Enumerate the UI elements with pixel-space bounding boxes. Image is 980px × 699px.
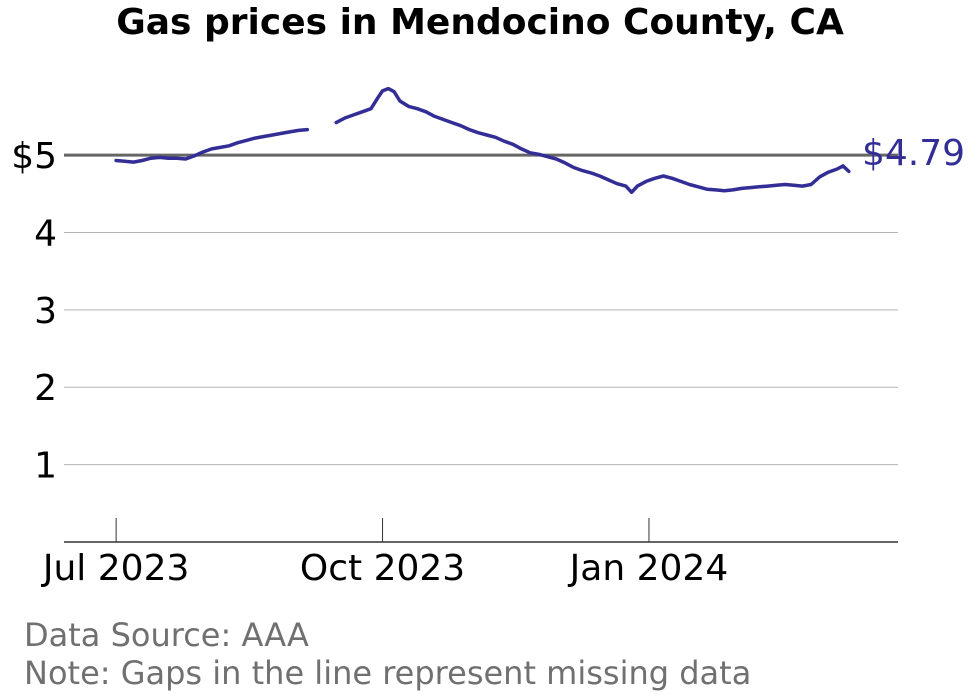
- price-line-segment: [334, 86, 851, 195]
- last-value-label: $4.79: [862, 133, 965, 174]
- x-tick-label: Jan 2024: [568, 548, 729, 589]
- y-tick-label: $5: [11, 136, 57, 177]
- price-line-segment: [114, 127, 310, 164]
- data-source-note: Data Source: AAA: [24, 616, 309, 654]
- y-tick-label: 4: [34, 213, 57, 254]
- y-tick-label: 1: [34, 446, 57, 487]
- y-tick-label: 2: [34, 368, 57, 409]
- y-tick-label: 3: [34, 291, 57, 332]
- x-tick-label: Oct 2023: [300, 548, 465, 589]
- missing-data-note: Note: Gaps in the line represent missing…: [24, 654, 752, 692]
- x-tick-label: Jul 2023: [41, 548, 190, 589]
- chart-title: Gas prices in Mendocino County, CA: [116, 2, 844, 43]
